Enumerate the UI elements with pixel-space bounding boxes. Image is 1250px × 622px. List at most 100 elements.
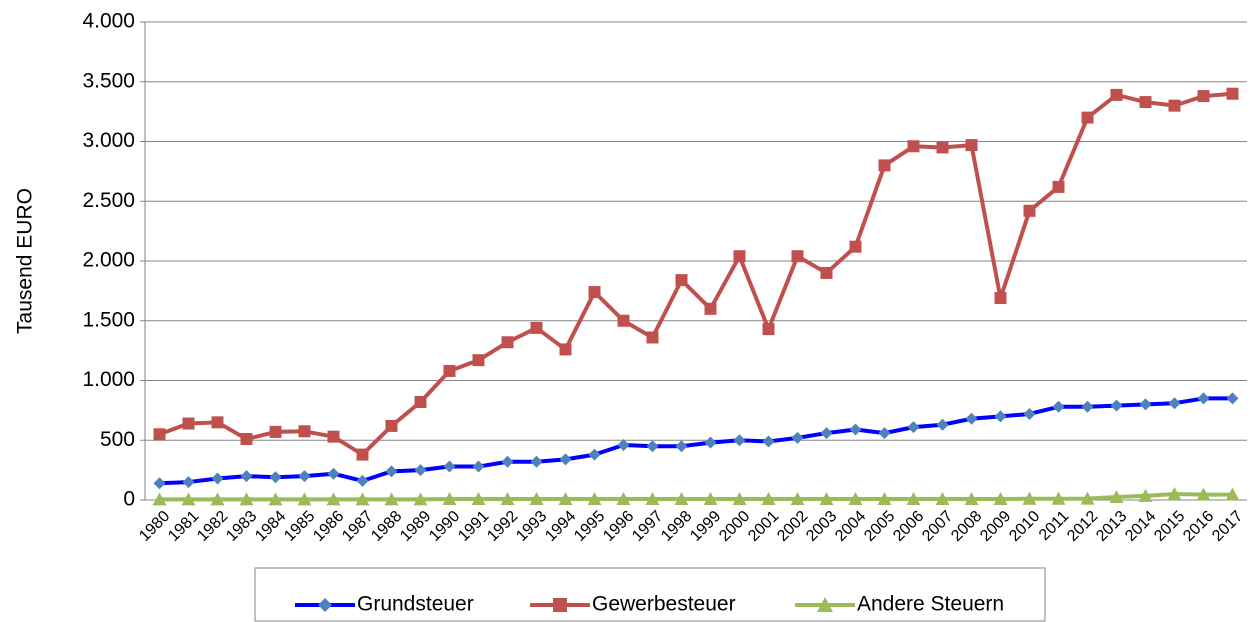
marker	[936, 141, 949, 154]
marker	[817, 597, 833, 612]
marker	[732, 492, 747, 506]
x-tick-label: 2016	[1180, 508, 1217, 545]
x-tick-label: 1980	[136, 508, 173, 545]
marker	[906, 492, 921, 506]
x-tick-label: 2003	[803, 508, 840, 545]
y-tick-label: 1.000	[82, 368, 135, 391]
marker	[1110, 399, 1123, 412]
x-tick-label: 2001	[745, 508, 782, 545]
marker	[646, 440, 659, 453]
marker	[1226, 392, 1239, 405]
y-tick-label: 4.000	[82, 10, 135, 33]
marker	[1023, 204, 1036, 217]
legend-box	[254, 567, 1046, 622]
marker	[935, 492, 950, 506]
x-tick-label: 2015	[1151, 508, 1188, 545]
marker	[878, 159, 891, 172]
x-tick-label: 2004	[832, 508, 869, 545]
marker	[675, 274, 688, 287]
marker	[414, 464, 427, 477]
marker	[472, 354, 485, 367]
x-tick-label: 1985	[281, 508, 318, 545]
x-tick-label: 2000	[716, 508, 753, 545]
marker	[269, 425, 282, 438]
marker	[181, 492, 196, 506]
marker	[1052, 400, 1065, 413]
marker	[791, 250, 804, 263]
x-tick-label: 1987	[339, 508, 376, 545]
marker	[791, 431, 804, 444]
series-line	[159, 396, 1233, 486]
marker	[559, 343, 572, 356]
marker	[820, 266, 833, 279]
marker	[327, 467, 340, 480]
x-tick-label: 1988	[368, 508, 405, 545]
legend-label: Grundsteuer	[357, 593, 474, 616]
marker	[240, 470, 253, 483]
x-tick-label: 1989	[397, 508, 434, 545]
marker	[1052, 180, 1065, 193]
marker	[326, 492, 341, 506]
y-tick-label: 2.500	[82, 189, 135, 212]
marker	[877, 492, 892, 506]
marker	[819, 492, 834, 506]
legend-label: Andere Steuern	[857, 593, 1004, 616]
marker	[1196, 487, 1211, 501]
x-tick-label: 2013	[1093, 508, 1130, 545]
marker	[761, 492, 776, 506]
x-tick-label: 1981	[165, 508, 202, 545]
marker	[558, 492, 573, 506]
marker	[964, 492, 979, 506]
marker	[993, 492, 1008, 506]
marker	[182, 476, 195, 489]
marker	[443, 364, 456, 377]
marker	[182, 417, 195, 430]
y-tick-label: 2.000	[82, 249, 135, 272]
marker	[733, 434, 746, 447]
marker	[1225, 487, 1240, 501]
marker	[616, 492, 631, 506]
y-tick-label: 500	[100, 428, 135, 451]
marker	[994, 410, 1007, 423]
marker	[1051, 491, 1066, 505]
marker	[1139, 398, 1152, 411]
x-tick-label: 1993	[513, 508, 550, 545]
marker	[414, 396, 427, 409]
marker	[471, 492, 486, 506]
x-tick-label: 2008	[948, 508, 985, 545]
x-tick-label: 2005	[861, 508, 898, 545]
y-tick-label: 1.500	[82, 308, 135, 331]
marker	[356, 474, 369, 487]
marker	[790, 492, 805, 506]
marker	[355, 492, 370, 506]
marker	[1197, 392, 1210, 405]
marker	[501, 336, 514, 349]
marker	[298, 470, 311, 483]
marker	[269, 471, 282, 484]
x-tick-label: 2017	[1209, 508, 1246, 545]
series-line	[159, 492, 1233, 502]
marker	[211, 416, 224, 429]
marker	[907, 421, 920, 434]
x-tick-label: 1986	[310, 508, 347, 545]
marker	[703, 492, 718, 506]
marker	[530, 455, 543, 468]
marker	[617, 314, 630, 327]
marker	[1138, 488, 1153, 502]
marker	[588, 286, 601, 299]
marker	[443, 460, 456, 473]
y-tick-label: 0	[123, 488, 135, 511]
marker	[1139, 96, 1152, 109]
marker	[617, 439, 630, 452]
marker	[318, 598, 332, 612]
series-line	[158, 91, 1233, 457]
marker	[849, 423, 862, 436]
marker	[675, 440, 688, 453]
marker	[907, 140, 920, 153]
marker	[1168, 397, 1181, 410]
marker	[965, 139, 978, 152]
x-tick-label: 1995	[571, 508, 608, 545]
marker	[1081, 400, 1094, 413]
marker	[442, 492, 457, 506]
